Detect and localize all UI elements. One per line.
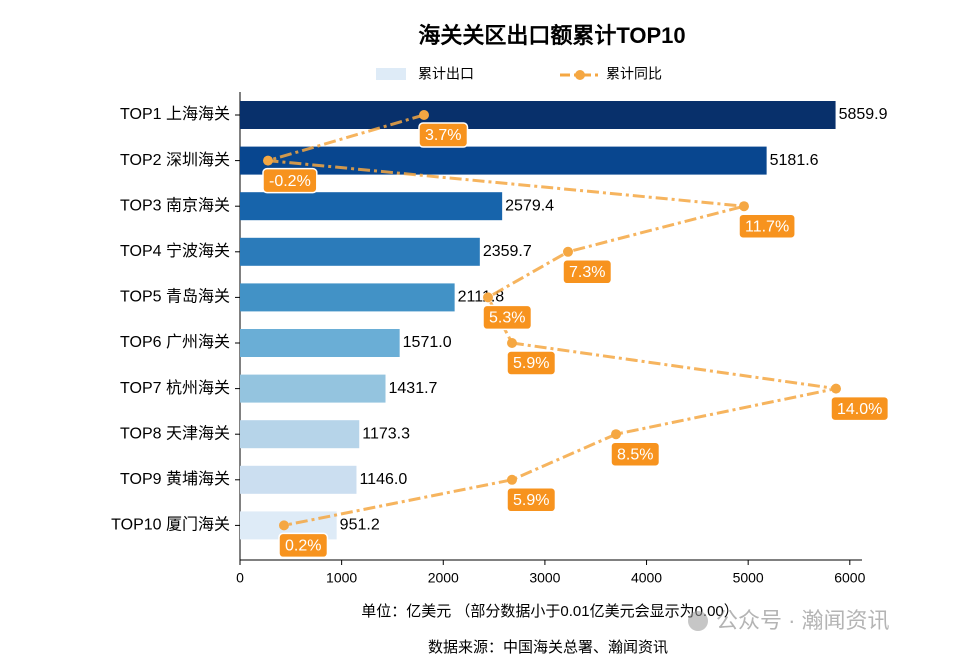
- line-marker: [507, 338, 517, 348]
- bar-value-label: 1571.0: [403, 334, 452, 351]
- line-marker: [279, 520, 289, 531]
- legend-swatch: [376, 68, 406, 80]
- legend-label: 累计同比: [606, 66, 662, 82]
- point-label: 11.7%: [745, 218, 789, 235]
- line-marker: [263, 155, 273, 166]
- point-label: 5.9%: [513, 355, 549, 372]
- point-label-group: 5.9%: [506, 487, 557, 513]
- line-marker: [739, 201, 749, 212]
- y-tick-label: TOP7 杭州海关: [120, 379, 230, 397]
- bar: [240, 283, 455, 312]
- point-label-group: 14.0%: [830, 395, 890, 422]
- point-label-box: [610, 441, 661, 467]
- point-label-group: 5.3%: [482, 304, 533, 331]
- bar-value-label: 951.2: [340, 517, 380, 534]
- point-label-group: 0.2%: [278, 532, 329, 559]
- bar: [240, 101, 836, 129]
- point-label-box: [418, 122, 469, 148]
- bar-value-label: 1146.0: [359, 471, 407, 488]
- chart-title: 海关关区出口额累计TOP10: [418, 23, 685, 48]
- x-tick-label: 6000: [834, 570, 865, 586]
- line-marker: [507, 474, 517, 485]
- line-marker: [483, 292, 493, 303]
- point-label-box: [278, 532, 329, 559]
- bar-value-label: 5181.6: [770, 152, 819, 169]
- source: 数据来源：中国海关总署、瀚闻资讯: [428, 639, 668, 656]
- x-axis-label: 单位：亿美元 （部分数据小于0.01亿美元会显示为0.00）: [361, 603, 739, 620]
- point-label: 7.3%: [569, 264, 605, 281]
- point-label-box: [506, 350, 557, 376]
- bar-value-label: 2579.4: [505, 197, 554, 214]
- x-tick-label: 0: [236, 570, 244, 586]
- watermark-group: 公众号 · 瀚闻资讯: [688, 608, 890, 633]
- point-label-box: [506, 487, 557, 513]
- y-tick-label: TOP6 广州海关: [120, 333, 230, 351]
- bar: [240, 374, 386, 403]
- point-label: 5.3%: [489, 310, 525, 327]
- point-label-group: 3.7%: [418, 122, 469, 148]
- point-label: 8.5%: [617, 446, 653, 463]
- x-tick-label: 3000: [529, 570, 560, 586]
- line-marker: [611, 429, 621, 440]
- bar: [240, 237, 480, 266]
- point-label: -0.2%: [269, 173, 311, 190]
- y-tick-label: TOP2 深圳海关: [120, 151, 230, 169]
- legend-marker: [575, 70, 585, 80]
- bar-value-label: 2359.7: [483, 243, 532, 260]
- watermark-icon: [688, 611, 708, 631]
- x-tick-label: 4000: [631, 570, 662, 586]
- point-label-group: -0.2%: [262, 167, 318, 194]
- point-label: 5.9%: [513, 492, 549, 509]
- bar-value-label: 1431.7: [389, 380, 438, 397]
- point-label-box: [482, 304, 533, 331]
- point-label-group: 11.7%: [738, 213, 796, 239]
- y-tick-label: TOP8 天津海关: [120, 424, 230, 442]
- point-label-group: 7.3%: [562, 259, 613, 285]
- bar: [240, 146, 767, 175]
- point-label-group: 5.9%: [506, 350, 557, 376]
- bar: [240, 329, 400, 357]
- watermark: 公众号 · 瀚闻资讯: [716, 608, 890, 633]
- bar-value-label: 1173.3: [362, 425, 410, 442]
- legend-label: 累计出口: [418, 66, 474, 82]
- bar: [240, 465, 357, 494]
- point-label-box: [262, 167, 318, 194]
- y-tick-label: TOP10 厦门海关: [111, 516, 230, 534]
- line: [267, 113, 837, 527]
- bar-value-label: 5859.9: [839, 106, 888, 123]
- x-tick-label: 5000: [733, 570, 764, 586]
- line-marker: [563, 246, 573, 257]
- y-tick-label: TOP3 南京海关: [120, 196, 230, 214]
- y-tick-label: TOP5 青岛海关: [120, 288, 230, 306]
- point-label: 3.7%: [425, 127, 461, 144]
- point-label-group: 8.5%: [610, 441, 661, 467]
- bar: [240, 420, 360, 449]
- line-marker: [831, 383, 841, 394]
- point-label: 0.2%: [285, 538, 321, 555]
- x-tick-label: 1000: [326, 570, 357, 586]
- point-label-box: [830, 395, 890, 422]
- y-tick-label: TOP1 上海海关: [120, 105, 230, 123]
- bar-value-label: 2111.8: [458, 289, 505, 306]
- y-tick-label: TOP4 宁波海关: [120, 242, 230, 260]
- x-tick-label: 2000: [428, 570, 459, 586]
- point-label-box: [562, 259, 613, 285]
- point-label: 14.0%: [837, 401, 882, 418]
- point-label-box: [738, 213, 796, 239]
- line-marker: [419, 110, 429, 120]
- bar: [240, 192, 503, 221]
- y-tick-label: TOP9 黄埔海关: [120, 470, 230, 488]
